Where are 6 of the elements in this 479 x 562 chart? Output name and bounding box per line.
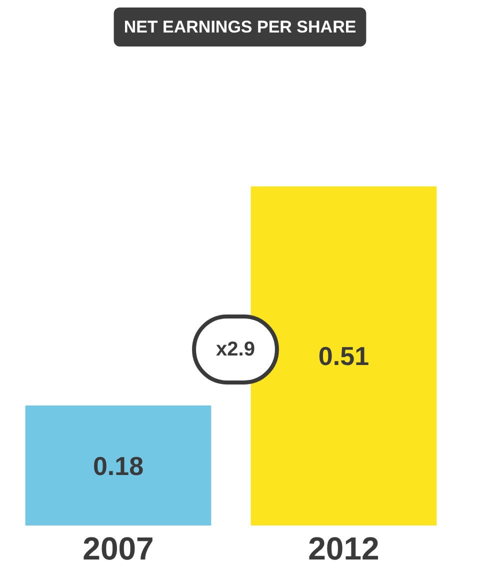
chart-title: NET EARNINGS PER SHARE [124, 18, 356, 36]
x-tick-label: 2012 [308, 530, 380, 562]
annotation: x2.9 [216, 338, 255, 360]
x-tick-label: 2007 [82, 530, 154, 562]
data-label: 0.18 [92, 450, 144, 481]
data-label: 0.51 [318, 341, 370, 372]
